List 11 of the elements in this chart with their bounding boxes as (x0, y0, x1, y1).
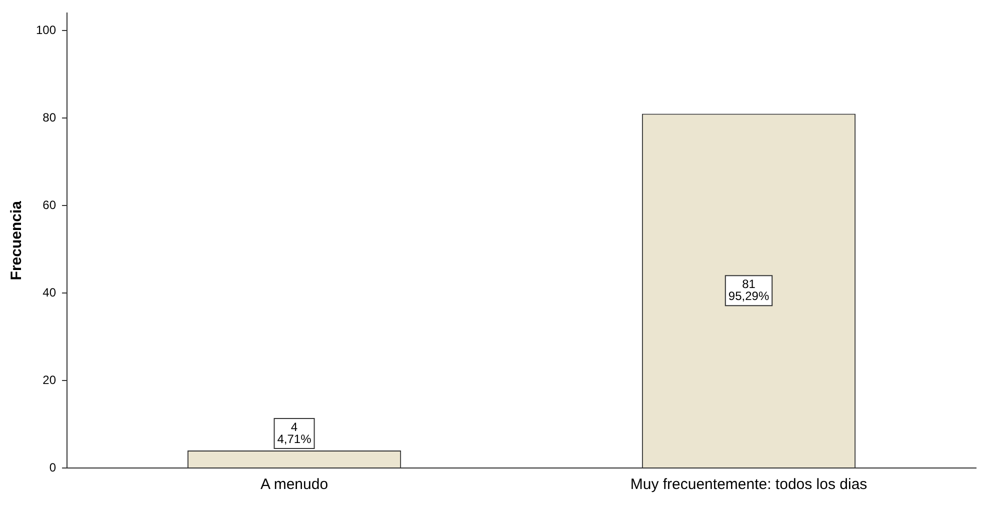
y-tick-label: 80 (42, 110, 56, 124)
data-label: 4 4,71% (277, 420, 312, 446)
data-label: 81 95,29% (728, 276, 770, 303)
y-axis-title: Frecuencia (8, 200, 26, 280)
x-tick-label: A menudo (260, 476, 328, 494)
x-tick-label: Muy frecuentemente: todos los dias (630, 476, 868, 494)
y-tick-label: 20 (42, 372, 56, 387)
y-tick-label: 0 (49, 460, 56, 474)
y-tick-label: 100 (36, 23, 56, 38)
y-tick-label: 60 (42, 198, 56, 212)
y-tick-label: 40 (42, 285, 56, 300)
